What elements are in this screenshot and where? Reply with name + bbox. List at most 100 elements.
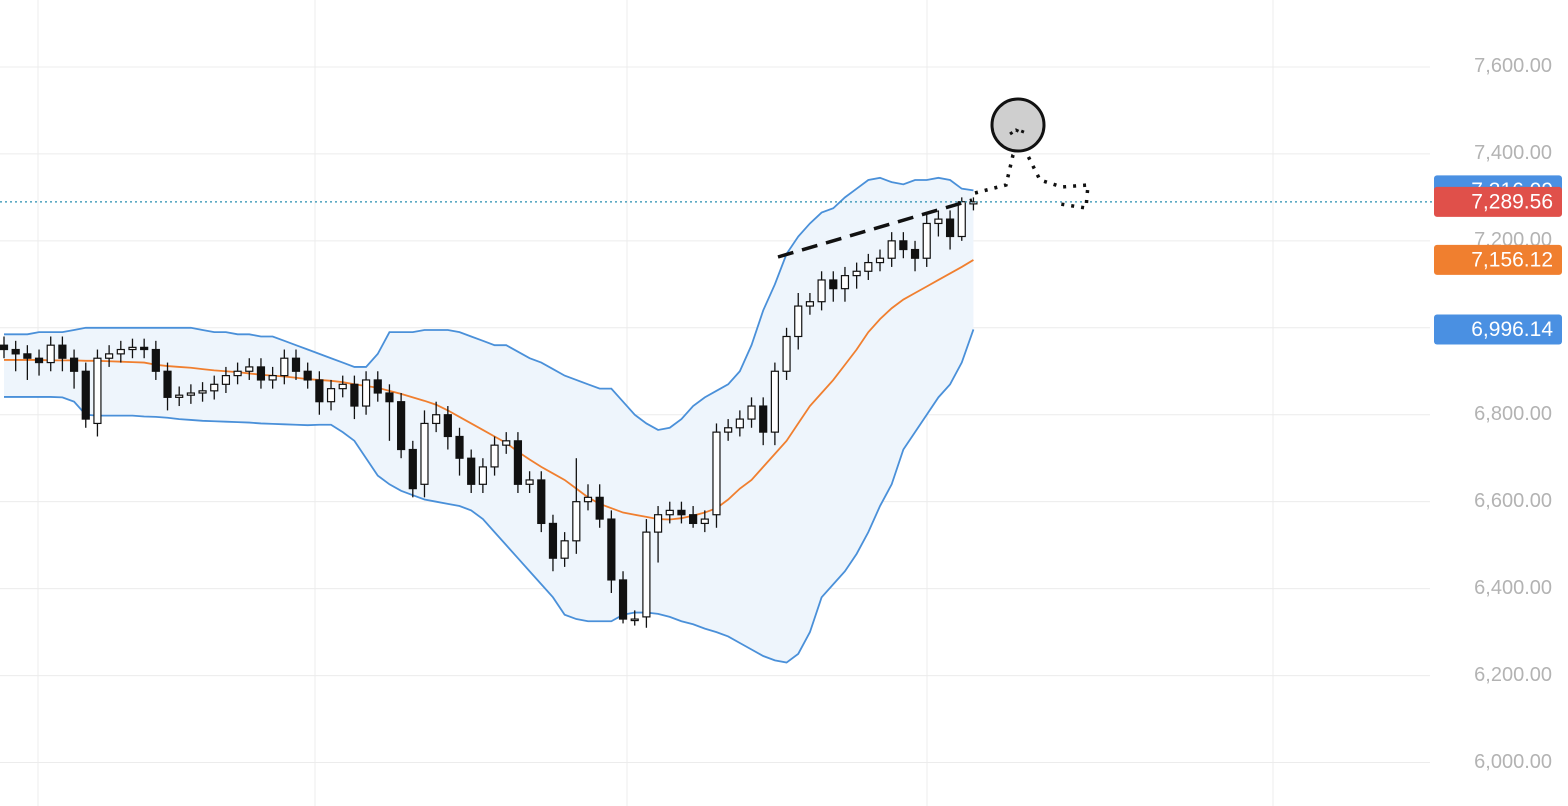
candle-body [840,275,850,290]
candle-body [864,261,873,272]
candle-body [922,222,931,259]
candle-body [93,357,102,425]
candle-body [572,501,581,542]
candle-body [385,392,394,403]
candle-body [198,390,207,394]
candle-body [630,618,639,622]
candle-body [467,457,476,485]
candle-body [408,448,417,490]
candle-body [268,375,277,381]
candle-body [315,379,324,403]
candle-body [256,366,266,381]
y-tick-label: 6,400.00 [1474,577,1552,599]
candle-body [583,496,593,503]
candle-body [233,370,242,377]
price-tags: 7,316.097,289.567,156.126,996.14 [1434,175,1562,345]
candle-body [537,479,546,525]
candle-body [116,348,125,355]
candle-body [478,466,487,485]
candle-body [677,509,686,516]
candle-body [852,270,861,277]
target-marks [1009,127,1026,136]
y-tick-label: 7,400.00 [1474,142,1552,164]
candle-body [443,414,452,438]
candle-body [350,383,359,407]
y-tick-label: 6,000.00 [1474,751,1552,773]
band-line [4,329,975,664]
candle-body [887,240,896,259]
band-fill [4,177,974,663]
candle-body [163,370,172,398]
candle-body [303,370,312,381]
candle-body [175,394,184,398]
projection-path [974,146,1020,195]
candle-body [700,518,709,525]
candle-body [221,375,231,385]
vertical-grid [37,0,1274,806]
candle-body [525,479,534,485]
candle-body [712,431,721,516]
candle-body [653,514,663,533]
candle-body [210,383,219,392]
price-tag-label: 6,996.14 [1471,318,1553,341]
trend-line [777,198,973,259]
candle-body [151,348,160,372]
candle-body [455,435,464,459]
projection-path [1022,147,1090,211]
candle-body [11,348,20,355]
candle-body [945,218,955,238]
candle-body [69,357,79,372]
y-tick-label: 6,800.00 [1474,403,1552,425]
candle-body [490,444,499,468]
candle-body [326,388,336,403]
price-tag [1434,314,1562,345]
candle-body [23,353,32,359]
candle-body [969,201,978,205]
target-circle [990,97,1046,153]
candle-body [397,401,406,451]
candle-body [0,344,9,351]
candle-body [899,240,908,251]
candle-body [817,279,826,303]
grid [0,66,1430,764]
candle-body [642,531,651,618]
candle-body [735,418,744,429]
candle-body [782,335,791,372]
price-tag [1434,244,1562,275]
candle-body [689,514,698,525]
band-line [4,176,974,431]
candle-body [595,496,604,520]
candle-body [186,392,195,396]
candle-body [338,383,347,390]
candle-body [291,357,301,372]
candle-body [420,422,429,485]
candle-body [502,440,511,446]
candle-body [829,279,838,290]
y-tick-label: 6,200.00 [1474,664,1552,686]
price-tag-label: 7,289.56 [1471,190,1553,213]
candle-body [373,379,382,394]
candle-body [34,357,44,364]
candle-body [794,305,803,338]
candle-body [957,201,966,238]
candle-body [105,353,114,359]
candle-body [747,405,756,420]
candle-body [58,344,67,359]
candle-body [910,248,920,259]
candle-body [280,357,289,377]
candle-body [724,427,733,433]
candle-body [560,540,569,559]
y-tick-label: 7,600.00 [1474,55,1552,77]
candle-body [245,366,254,372]
price-tag [1434,186,1562,217]
candle-body [934,218,943,225]
price-tag-label: 7,156.12 [1471,248,1553,271]
candle-body [128,346,137,351]
candle-body [513,440,523,485]
candle-body [759,405,768,433]
bands [4,176,975,664]
candle-body [607,518,616,581]
candle-body [81,370,90,420]
